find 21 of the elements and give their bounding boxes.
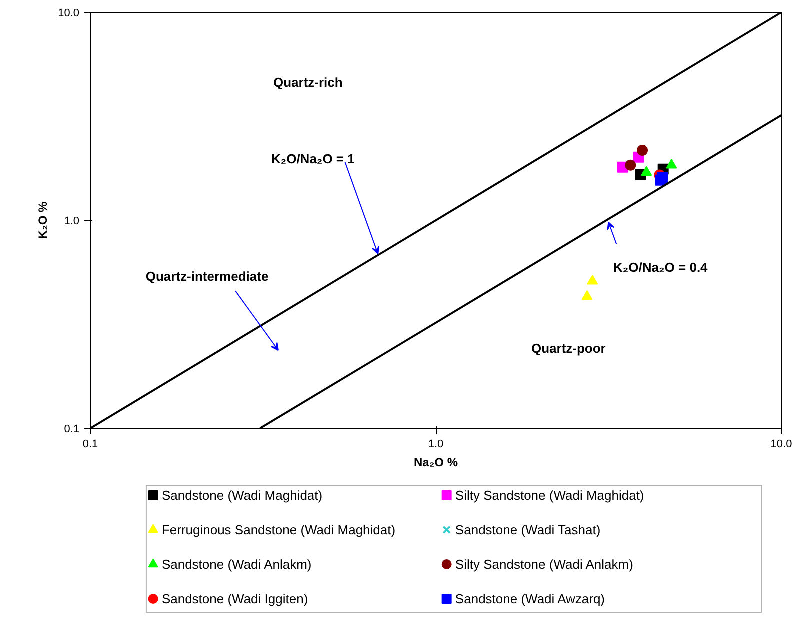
y-tick-label: 10.0: [58, 8, 80, 20]
y-axis-title: K₂O %: [36, 202, 50, 240]
legend-label: Sandstone (Wadi Iggiten): [162, 592, 308, 606]
annotation: Quartz-poor: [531, 341, 606, 356]
annotation: Quartz-intermediate: [146, 269, 269, 284]
y-tick-label: 0.1: [64, 424, 80, 436]
legend-label: Silty Sandstone (Wadi Maghidat): [455, 488, 644, 503]
legend-label: Silty Sandstone (Wadi Anlakm): [455, 557, 634, 572]
y-tick-label: 1.0: [64, 216, 80, 228]
x-tick-label: 10.0: [770, 438, 792, 450]
annotation: Quartz-rich: [273, 74, 343, 90]
legend-label: Sandstone (Wadi Anlakm): [162, 557, 312, 572]
legend-label: Sandstone (Wadi Tashat): [455, 522, 601, 538]
legend-label: Sandstone (Wadi Maghidat): [162, 488, 323, 503]
x-axis-title: Na₂O %: [414, 456, 458, 470]
annotation: K₂O/Na₂O = 0.4: [614, 260, 709, 275]
x-tick-label: 1.0: [428, 438, 444, 450]
legend-label: Sandstone (Wadi Awzarq): [455, 592, 606, 606]
x-tick-label: 0.1: [82, 438, 98, 450]
annotation: K₂O/Na₂O = 1: [271, 152, 355, 167]
legend-label: Ferruginous Sandstone (Wadi Maghidat): [162, 522, 396, 538]
